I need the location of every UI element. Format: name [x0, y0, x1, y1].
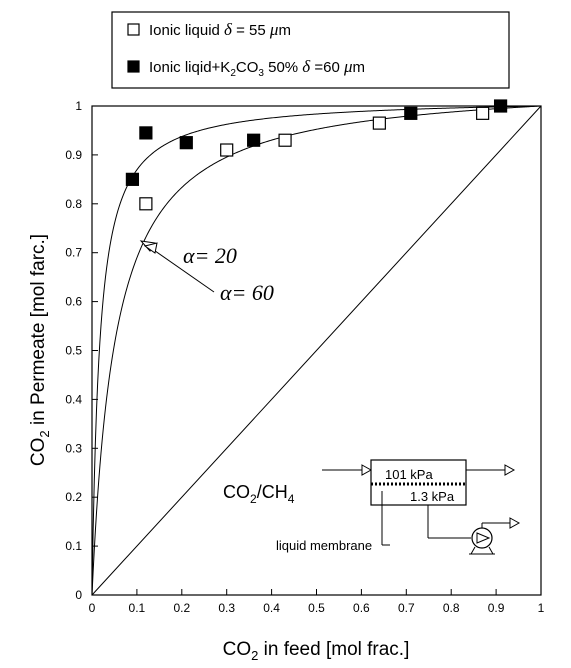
data-points [125, 99, 508, 211]
legend-item-2: Ionic liqid+K2CO3 50% δ =60 μm [149, 57, 365, 79]
point-filled-square [139, 126, 153, 140]
x-axis-title: CO2 in feed [mol frac.] [223, 639, 410, 663]
retentate-arrow-head [504, 464, 516, 476]
pump-stand-right [488, 546, 494, 555]
diagonal-line [91, 105, 542, 596]
x-tick-label: 0.8 [443, 601, 460, 615]
alpha-60-label: α= 60 [220, 280, 274, 305]
legend-marker-open-square [127, 23, 140, 36]
point-filled-square [125, 172, 140, 186]
pump-stand-left [470, 546, 476, 555]
permeate-pressure-label: 1.3 kPa [410, 489, 455, 504]
pump-arrow-icon [476, 532, 491, 544]
arrow-alpha-20-head [143, 242, 158, 254]
curve-alpha-20 [91, 105, 542, 596]
y-tick-label: 0.2 [65, 490, 82, 504]
y-tick-label: 0.1 [65, 539, 82, 553]
point-open-square [139, 197, 153, 211]
x-tick-label: 0.6 [353, 601, 370, 615]
point-open-square [372, 116, 386, 130]
x-tick-label: 0.4 [263, 601, 280, 615]
membrane-module [370, 459, 467, 506]
y-tick-label: 1 [75, 99, 82, 113]
point-open-square [220, 143, 234, 157]
y-tick-label: 0.4 [65, 392, 82, 406]
y-tick-label: 0.8 [65, 197, 82, 211]
point-open-square [476, 106, 490, 120]
legend-box [111, 11, 510, 89]
y-tick-labels: 0 0.1 0.2 0.3 0.4 0.5 0.6 0.7 0.8 0.9 1 [65, 99, 82, 602]
y-tick-label: 0.3 [65, 441, 82, 455]
point-filled-square [404, 106, 418, 120]
inset-gas-label: CO2/CH4 [223, 482, 295, 506]
annotation-alpha-60: α= 60 [139, 240, 274, 305]
point-filled-square [179, 136, 193, 150]
alpha-20-label: α= 20 [183, 243, 237, 268]
inset-diagram: CO2/CH4 101 kPa 1.3 kPa liquid membrane [223, 459, 521, 555]
arrow-alpha-60-line [147, 245, 215, 293]
feed-pressure-label: 101 kPa [385, 467, 433, 482]
pump-outlet-arrow-head [509, 517, 521, 529]
membrane-label: liquid membrane [276, 538, 372, 553]
y-tick-label: 0.5 [65, 344, 82, 358]
x-tick-label: 0.2 [173, 601, 190, 615]
point-open-square [278, 133, 292, 147]
y-tick-label: 0.9 [65, 148, 82, 162]
legend: Ionic liquid δ = 55 μm Ionic liqid+K2CO3… [111, 11, 510, 89]
x-tick-label: 0.3 [218, 601, 235, 615]
point-filled-square [247, 133, 261, 147]
x-tick-labels: 0 0.1 0.2 0.3 0.4 0.5 0.6 0.7 0.8 0.9 1 [89, 601, 545, 615]
x-tick-label: 1 [538, 601, 545, 615]
curve-alpha-60 [91, 105, 542, 596]
x-tick-label: 0.9 [488, 601, 505, 615]
x-tick-label: 0.7 [398, 601, 415, 615]
point-filled-square [493, 99, 508, 113]
x-tick-label: 0.1 [129, 601, 146, 615]
y-axis-title: CO2 in Permeate [mol farc.] [28, 234, 52, 466]
y-tick-label: 0.6 [65, 295, 82, 309]
feed-arrow-head [361, 464, 373, 476]
y-tick-label: 0.7 [65, 246, 82, 260]
y-tick-label: 0 [75, 588, 82, 602]
annotation-alpha-20: α= 20 [143, 242, 237, 268]
x-tick-label: 0.5 [308, 601, 325, 615]
legend-item-1: Ionic liquid δ = 55 μm [149, 20, 291, 39]
legend-marker-filled-square [127, 60, 140, 73]
model-curves [91, 105, 542, 596]
x-tick-label: 0 [89, 601, 96, 615]
